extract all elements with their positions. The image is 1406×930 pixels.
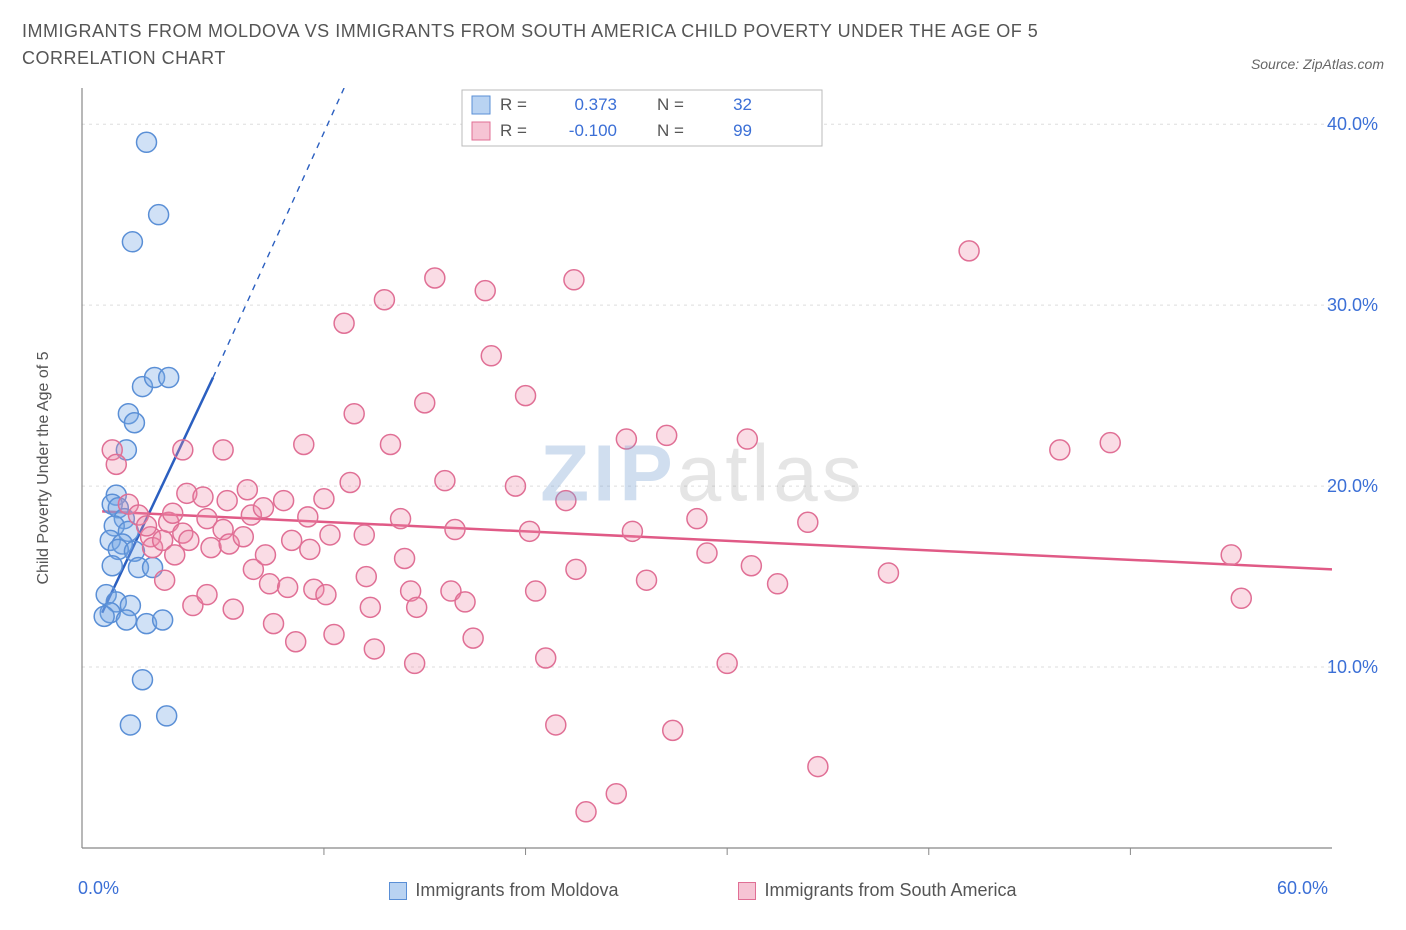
svg-text:32: 32 [733, 95, 752, 114]
svg-text:R =: R = [500, 121, 527, 140]
svg-text:N =: N = [657, 95, 684, 114]
svg-text:99: 99 [733, 121, 752, 140]
legend-label-south-america: Immigrants from South America [764, 880, 1016, 901]
x-axis-max-label: 60.0% [1277, 878, 1328, 899]
scatter-chart: 10.0% 20.0% 30.0% 40.0% Child Poverty Under … [22, 78, 1382, 878]
svg-text:Child Poverty Under the Age of: Child Poverty Under the Age of 5 [35, 351, 52, 584]
chart-area: 10.0% 20.0% 30.0% 40.0% Child Poverty Under … [22, 78, 1384, 878]
svg-text:10.0%: 10.0% [1327, 657, 1378, 677]
series-legend: Immigrants from Moldova Immigrants from … [22, 880, 1384, 901]
svg-text:30.0%: 30.0% [1327, 295, 1378, 315]
svg-text:R =: R = [500, 95, 527, 114]
svg-text:0.373: 0.373 [574, 95, 617, 114]
legend-swatch-south-america [738, 882, 756, 900]
svg-text:-0.100: -0.100 [569, 121, 617, 140]
chart-title: IMMIGRANTS FROM MOLDOVA VS IMMIGRANTS FR… [22, 18, 1122, 72]
legend-item-moldova: Immigrants from Moldova [389, 880, 618, 901]
svg-text:N =: N = [657, 121, 684, 140]
source-credit: Source: ZipAtlas.com [1251, 56, 1384, 72]
legend-item-south-america: Immigrants from South America [738, 880, 1016, 901]
legend-label-moldova: Immigrants from Moldova [415, 880, 618, 901]
svg-text:20.0%: 20.0% [1327, 476, 1378, 496]
svg-text:40.0%: 40.0% [1327, 114, 1378, 134]
legend-swatch-moldova [389, 882, 407, 900]
